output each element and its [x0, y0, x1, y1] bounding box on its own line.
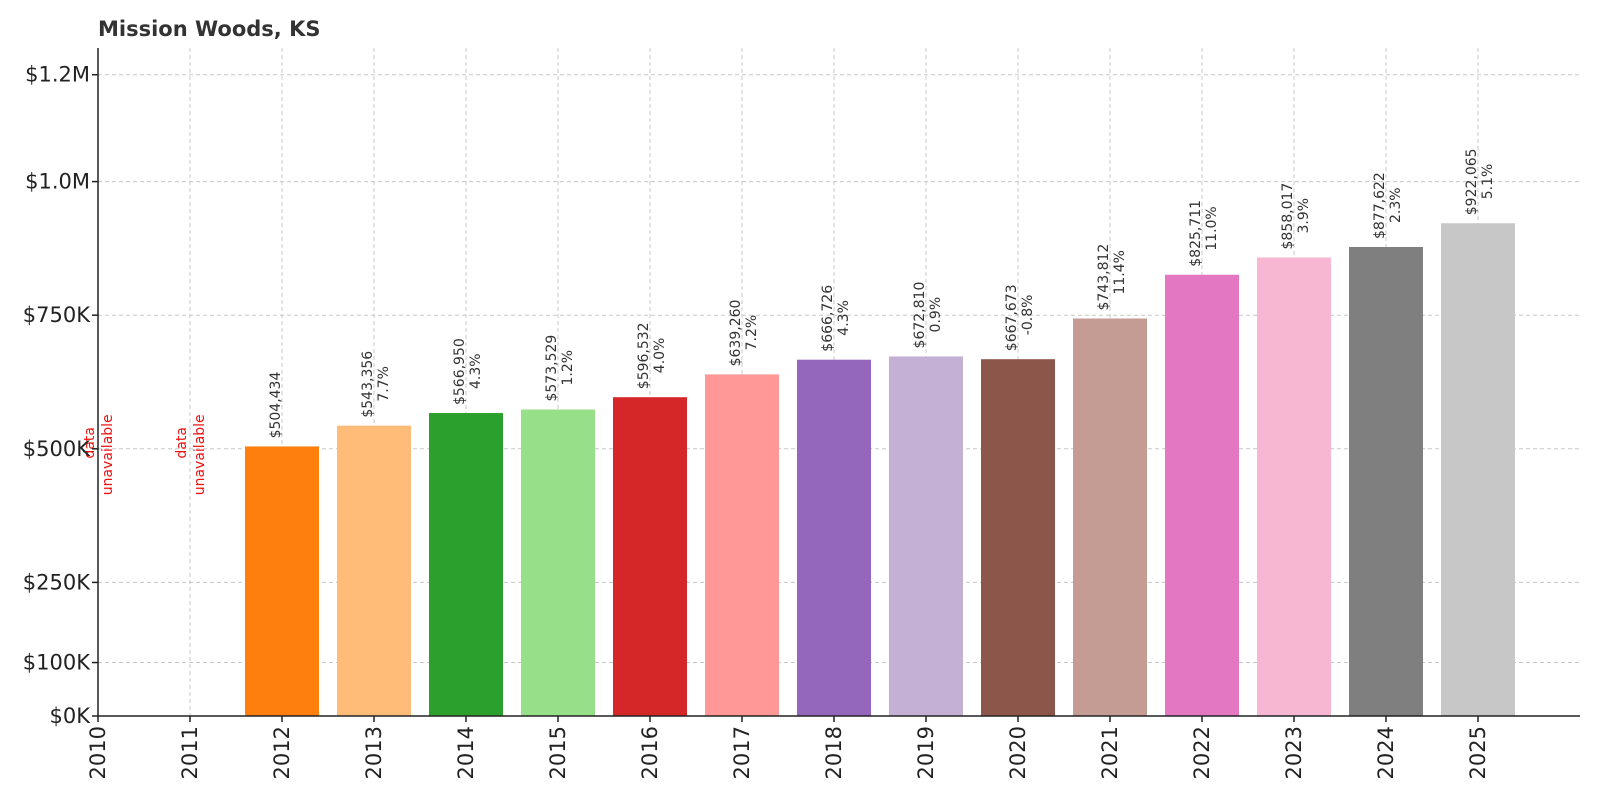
x-tick-label: 2013 — [362, 726, 386, 779]
x-tick-label: 2012 — [270, 726, 294, 779]
bar-value-label: $667,673 — [1004, 284, 1020, 351]
bar-value-label: $566,950 — [452, 338, 468, 405]
axes — [97, 48, 1580, 717]
y-tick-label: $1.0M — [25, 170, 90, 194]
chart-title: Mission Woods, KS — [98, 17, 320, 41]
data-unavailable-label: unavailable — [100, 414, 116, 495]
bar-labels: data unavailable data unavailable$504,434 $5… — [82, 148, 1496, 495]
bar — [1257, 257, 1331, 716]
bar-change-label: 4.3% — [836, 300, 852, 336]
bar-value-label: $922,065 — [1464, 148, 1480, 215]
bar-value-label: $877,622 — [1372, 172, 1388, 239]
x-tick-label: 2020 — [1006, 726, 1030, 779]
y-tick-label: $500K — [23, 437, 91, 461]
bar-change-label: 0.9% — [928, 297, 944, 333]
bar — [797, 359, 871, 716]
bar-change-label: 7.2% — [744, 315, 760, 351]
bar-change-label: 11.0% — [1204, 206, 1220, 250]
x-tick-label: 2022 — [1190, 726, 1214, 779]
x-tick-labels: 2010 2011 2012 2013 2014 2015 2016 2017 2018 2019… — [86, 716, 1490, 779]
bar-change-label: 4.3% — [468, 353, 484, 389]
bar — [705, 374, 779, 716]
bar-change-label: 1.2% — [560, 350, 576, 386]
bar — [245, 446, 319, 716]
x-tick-label: 2014 — [454, 726, 478, 779]
bar — [521, 409, 595, 716]
bar-value-label: $639,260 — [728, 300, 744, 367]
data-unavailable-label: data — [82, 427, 98, 459]
bar — [981, 359, 1055, 716]
bar-change-label: 7.7% — [376, 366, 392, 402]
bars — [245, 223, 1515, 716]
x-tick-label: 2010 — [86, 726, 110, 779]
bar-change-label: -0.8% — [1020, 295, 1036, 336]
x-tick-label: 2018 — [822, 726, 846, 779]
bar-value-label: $596,532 — [636, 322, 652, 389]
y-tick-labels: $0K $100K $250K $500K $750K $1.0M $1.2M — [23, 63, 98, 728]
bar-change-label: 11.4% — [1112, 250, 1128, 294]
bar — [889, 356, 963, 716]
x-tick-label: 2016 — [638, 726, 662, 779]
x-tick-label: 2017 — [730, 726, 754, 779]
bar-value-label: $543,356 — [360, 351, 376, 418]
bar — [1349, 246, 1423, 716]
data-unavailable-label: data — [174, 427, 190, 459]
bar-change-label: 5.1% — [1480, 164, 1496, 200]
x-tick-label: 2019 — [914, 726, 938, 779]
x-tick-label: 2015 — [546, 726, 570, 779]
y-tick-label: $100K — [23, 651, 91, 675]
bar-value-label: $504,434 — [268, 372, 284, 439]
bar-change-label: 4.0% — [652, 338, 668, 374]
y-tick-label: $750K — [23, 303, 91, 327]
bar-value-label: $573,529 — [544, 335, 560, 402]
x-tick-label: 2025 — [1466, 726, 1490, 779]
x-tick-label: 2024 — [1374, 726, 1398, 779]
bar-value-label: $743,812 — [1096, 244, 1112, 311]
bar-value-label: $666,726 — [820, 285, 836, 352]
y-tick-label: $0K — [50, 704, 92, 728]
bar — [613, 397, 687, 716]
bar-change-label: 3.9% — [1296, 198, 1312, 234]
bar-value-label: $672,810 — [912, 282, 928, 349]
y-tick-label: $250K — [23, 570, 91, 594]
bar — [337, 425, 411, 716]
x-tick-label: 2021 — [1098, 726, 1122, 779]
bar — [429, 413, 503, 716]
bar-value-label: $858,017 — [1280, 183, 1296, 250]
bar — [1165, 274, 1239, 716]
y-tick-label: $1.2M — [25, 63, 90, 87]
bar-value-label: $825,711 — [1188, 200, 1204, 267]
x-tick-label: 2023 — [1282, 726, 1306, 779]
bar — [1441, 223, 1515, 716]
data-unavailable-label: unavailable — [192, 414, 208, 495]
bar — [1073, 318, 1147, 716]
bar-change-label: 2.3% — [1388, 187, 1404, 223]
x-tick-label: 2011 — [178, 726, 202, 779]
